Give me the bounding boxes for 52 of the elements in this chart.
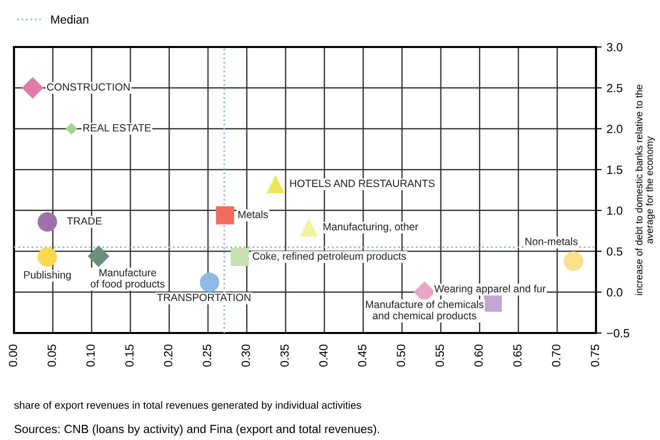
x-tick-label: 0.05	[48, 344, 56, 367]
x-tick-label: 0.75	[590, 344, 600, 367]
y-tick-label: 3.0	[606, 43, 622, 52]
y-tick-label: 0.0	[606, 288, 622, 297]
series-label: Non-metals	[526, 237, 578, 246]
series-label: Manufacturing, other	[324, 222, 418, 232]
x-tick-label: 0.20	[164, 344, 172, 367]
series-label: CONSTRUCTION	[47, 83, 130, 91]
y-tick-label: 1.5	[607, 166, 622, 174]
x-tick-label: 0.30	[242, 344, 250, 367]
point	[38, 247, 58, 267]
y-tick-label: 1.0	[607, 206, 622, 215]
y-axis-title: increase of debt to domestic banks relative to the average for the economy	[635, 84, 655, 295]
x-tick-label: 0.50	[396, 344, 406, 367]
x-tick-label: 0.65	[513, 344, 522, 367]
series-label: TRANSPORTATION	[157, 294, 250, 302]
x-tick-label: 0.10	[86, 344, 95, 367]
y-tick-label: −0.5	[607, 329, 630, 338]
x-tick-label: 0.35	[280, 344, 289, 367]
x-tick-label: 0.00	[8, 344, 18, 367]
point	[216, 206, 234, 224]
point	[22, 77, 44, 99]
series-label: Coke, refined petroleum products	[252, 252, 406, 262]
series-label: Publishing	[24, 270, 71, 281]
x-tick-label: 0.70	[552, 344, 560, 367]
point	[38, 212, 58, 232]
x-axis-title: share of export revenues in total revenues generated by individual activities	[14, 401, 362, 411]
series-label: Manufacture of chemicals and chemical products	[366, 300, 484, 322]
series-label: REAL ESTATE	[83, 124, 151, 132]
x-tick-label: 0.25	[202, 344, 212, 367]
point	[88, 245, 110, 267]
series-label: Wearing apparel and fur	[434, 284, 546, 294]
series-label: Manufacture of food products	[90, 268, 165, 290]
series-label: HOTELS AND RESTAURANTS	[290, 180, 435, 188]
legend-label: Median	[51, 15, 88, 24]
point	[66, 122, 78, 135]
x-tick-label: 0.15	[125, 344, 134, 367]
y-tick-label: 2.5	[607, 84, 622, 92]
source-note: Sources: CNB (loans by activity) and Fina (export and total revenues).	[14, 424, 380, 436]
point	[200, 272, 220, 292]
point	[266, 175, 285, 194]
series-label: Metals	[238, 210, 268, 218]
point	[230, 248, 249, 266]
point	[300, 218, 318, 237]
y-tick-label: 2.0	[607, 124, 622, 134]
y-tick-label: 0.5	[606, 247, 622, 256]
point	[564, 251, 584, 271]
x-tick-label: 0.40	[319, 344, 328, 367]
x-tick-label: 0.55	[436, 344, 444, 367]
series-label: TRADE	[67, 217, 102, 225]
x-tick-label: 0.45	[358, 344, 366, 367]
x-tick-label: 0.60	[474, 344, 483, 367]
